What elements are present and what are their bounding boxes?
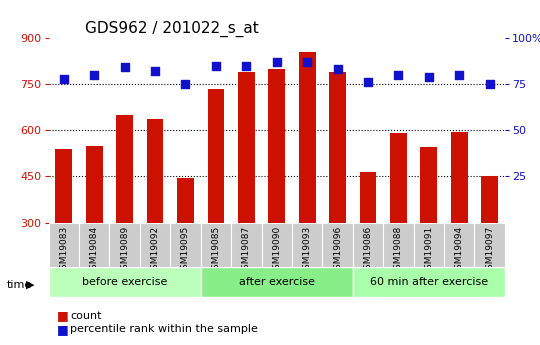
Text: GSM19087: GSM19087 [242,226,251,275]
Text: GDS962 / 201022_s_at: GDS962 / 201022_s_at [85,20,259,37]
Bar [79,223,110,267]
Bar [414,223,444,267]
Point [333,67,342,72]
Bar [116,115,133,315]
Bar [147,119,164,315]
Point [455,72,464,78]
Bar [390,133,407,315]
Text: 60 min after exercise: 60 min after exercise [370,277,488,287]
Bar [481,176,498,315]
Text: count: count [70,311,102,321]
Text: GSM19090: GSM19090 [272,226,281,275]
Bar [201,223,231,267]
Bar [207,89,224,315]
Bar [475,223,505,267]
Bar [110,223,140,267]
Point [485,81,494,87]
Text: GSM19093: GSM19093 [302,226,312,275]
Bar [329,72,346,315]
Point [242,63,251,68]
Bar [292,223,322,267]
Bar [353,267,505,297]
Point [212,63,220,68]
Text: GSM19086: GSM19086 [363,226,373,275]
Text: GSM19084: GSM19084 [90,226,99,275]
Bar [268,69,285,315]
Bar [353,223,383,267]
Bar [383,223,414,267]
Point [303,59,312,65]
Bar [49,223,79,267]
Bar [299,52,315,315]
Point [120,65,129,70]
Text: time: time [6,280,32,289]
Text: ■: ■ [57,323,69,336]
Text: GSM19091: GSM19091 [424,226,433,275]
Bar [238,72,255,315]
Bar [360,172,376,315]
Bar [261,223,292,267]
Text: GSM19089: GSM19089 [120,226,129,275]
Bar [231,223,261,267]
Bar [444,223,475,267]
Bar [140,223,170,267]
Text: GSM19088: GSM19088 [394,226,403,275]
Point [90,72,99,78]
Text: before exercise: before exercise [82,277,167,287]
Bar [49,267,201,297]
Text: ▶: ▶ [26,280,35,290]
Bar [56,149,72,315]
Bar [177,178,194,315]
Point [364,79,373,85]
Point [394,72,403,78]
Text: GSM19085: GSM19085 [212,226,220,275]
Bar [421,147,437,315]
Point [273,59,281,65]
Bar [451,132,468,315]
Text: GSM19094: GSM19094 [455,226,464,275]
Text: percentile rank within the sample: percentile rank within the sample [70,325,258,334]
Bar [170,223,201,267]
Point [59,76,68,81]
Text: ■: ■ [57,309,69,322]
Point [181,81,190,87]
Text: after exercise: after exercise [239,277,315,287]
Text: GSM19095: GSM19095 [181,226,190,275]
Bar [86,146,103,315]
Text: GSM19096: GSM19096 [333,226,342,275]
Bar [322,223,353,267]
Text: GSM19097: GSM19097 [485,226,494,275]
Point [424,74,433,79]
Text: GSM19083: GSM19083 [59,226,68,275]
Point [151,68,159,74]
Bar [201,267,353,297]
Text: GSM19092: GSM19092 [151,226,160,275]
